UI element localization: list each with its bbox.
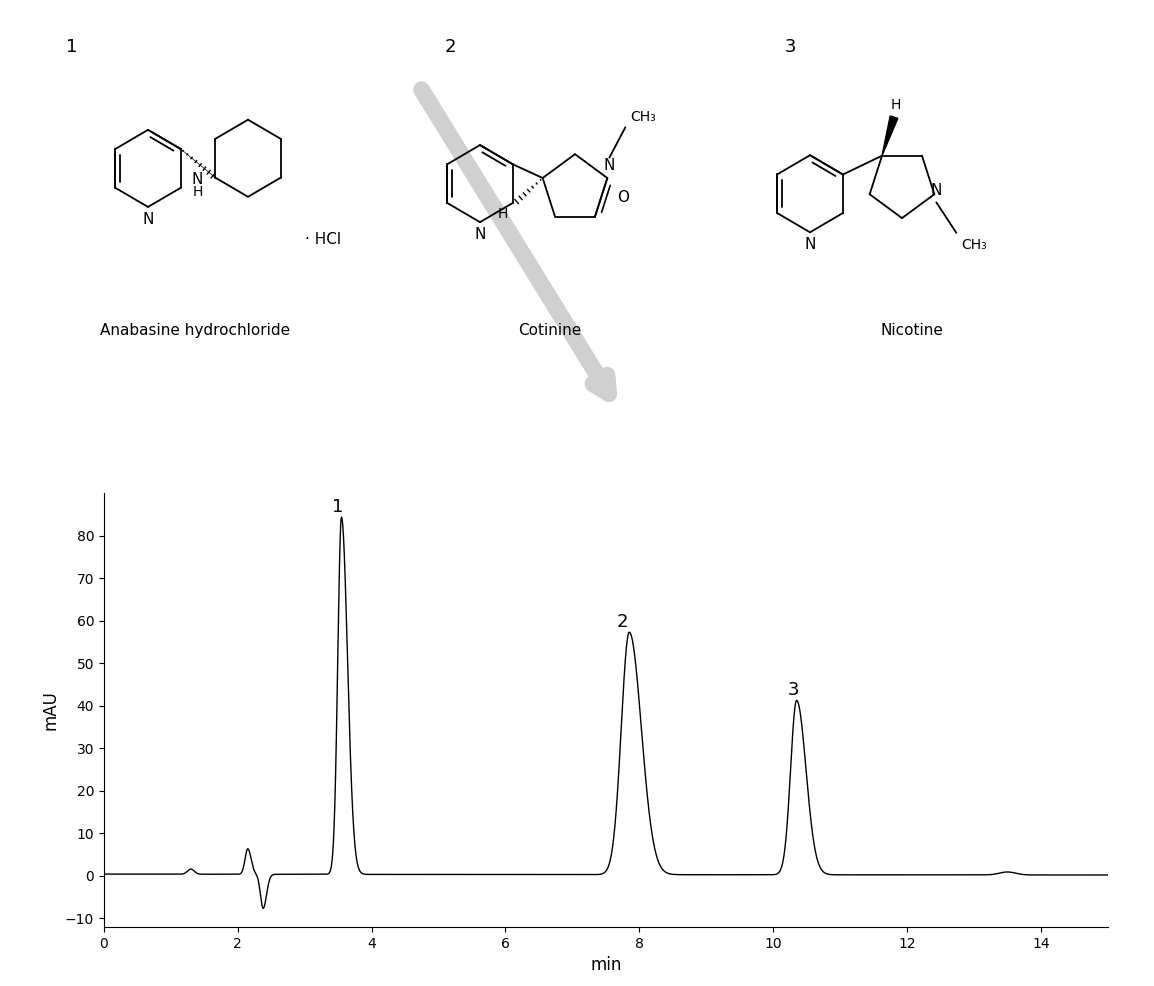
Text: H: H [891,98,901,112]
Text: 1: 1 [66,37,77,55]
Text: 3: 3 [787,681,799,699]
Text: N: N [142,212,153,227]
Text: O: O [617,189,629,205]
Text: N: N [192,172,203,187]
Text: Anabasine hydrochloride: Anabasine hydrochloride [100,323,290,338]
Text: Nicotine: Nicotine [881,323,944,338]
Text: Cotinine: Cotinine [518,323,582,338]
Text: 1: 1 [332,498,344,516]
Text: CH₃: CH₃ [630,110,657,124]
Text: 2: 2 [617,613,628,631]
Text: H: H [193,184,203,199]
X-axis label: min: min [590,956,622,974]
Text: CH₃: CH₃ [961,238,987,252]
Text: N: N [474,227,486,242]
Text: H: H [497,206,508,221]
Text: · HCl: · HCl [305,232,342,246]
Y-axis label: mAU: mAU [42,690,59,730]
Text: 2: 2 [444,37,456,55]
Text: N: N [804,237,816,252]
Text: N: N [930,182,942,198]
Text: N: N [604,159,615,174]
Polygon shape [882,116,898,156]
Text: 3: 3 [785,37,796,55]
